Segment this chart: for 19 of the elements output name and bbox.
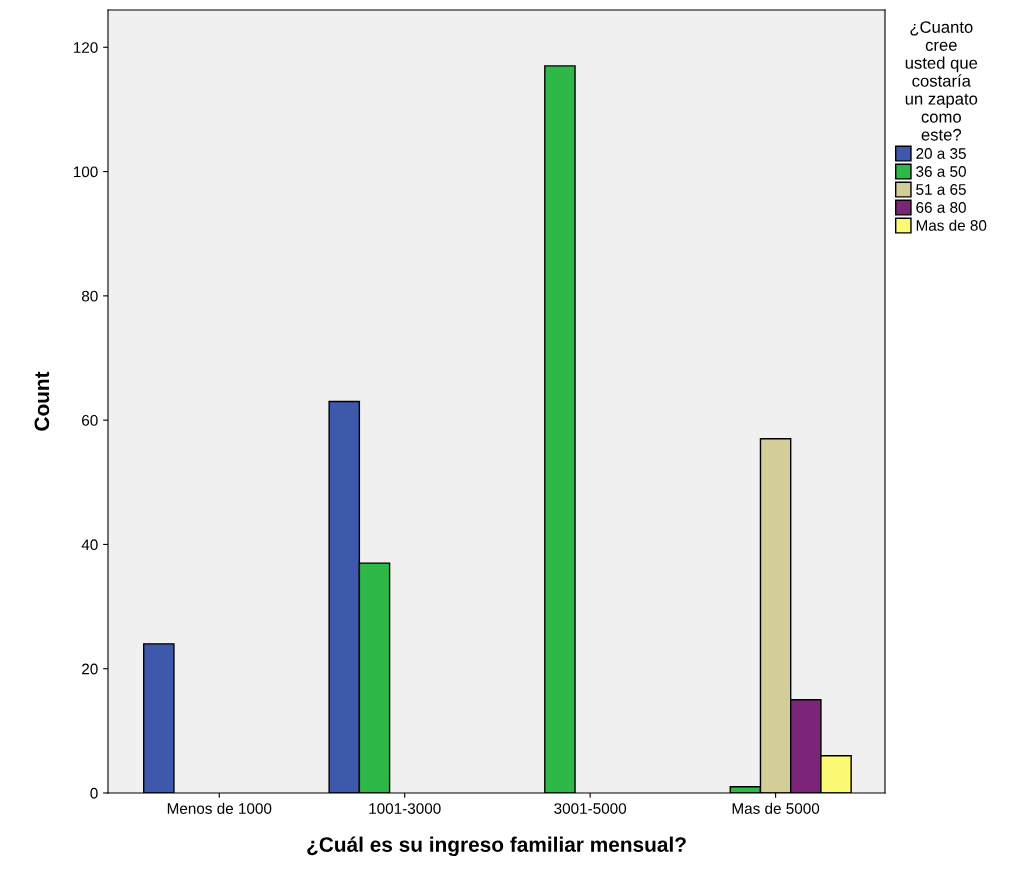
y-axis-title: Count — [34, 371, 50, 431]
x-tick-label: 3001-5000 — [554, 803, 627, 814]
x-tick-label: Menos de 1000 — [167, 802, 272, 814]
x-tick-label: 1001-3000 — [369, 803, 441, 814]
y-tick-label: 40 — [81, 539, 98, 551]
y-tick-label: 0 — [90, 787, 98, 799]
legend-title: ¿Cuanto cree usted que costaría un zapato como este? — [905, 21, 978, 141]
y-tick-label: 100 — [73, 166, 98, 178]
y-tick-label: 20 — [82, 663, 98, 675]
legend-label: 51 a 65 — [916, 184, 966, 195]
legend-label: 36 a 50 — [916, 166, 966, 177]
x-tick-label: Mas de 5000 — [732, 802, 820, 814]
legend-label: 20 a 35 — [916, 148, 966, 159]
x-axis-title: ¿Cuál es su ingreso familiar mensual? — [307, 836, 686, 857]
y-tick-label: 80 — [81, 290, 98, 302]
legend-label: Mas de 80 — [916, 219, 987, 231]
legend-label: 66 a 80 — [916, 202, 966, 213]
y-tick-label: 120 — [73, 42, 98, 53]
y-tick-label: 60 — [82, 415, 98, 426]
